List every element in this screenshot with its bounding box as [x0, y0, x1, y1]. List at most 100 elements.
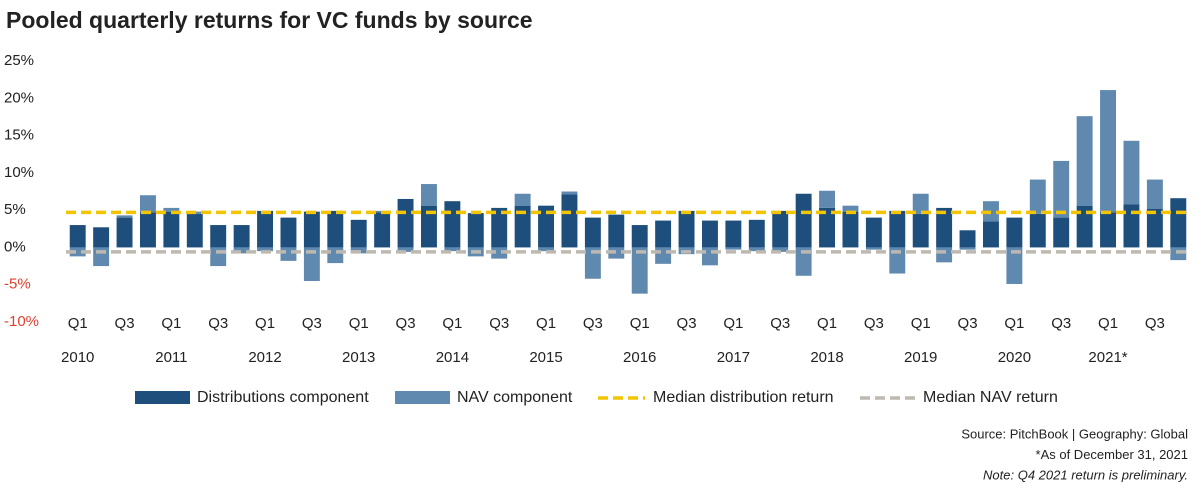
x-tick-label: Q1 [1098, 315, 1118, 332]
x-tick-label: Q3 [396, 315, 416, 332]
distribution-bar [350, 219, 367, 248]
nav-bar [608, 247, 625, 259]
x-tick-label: Q1 [817, 315, 837, 332]
y-tick-label: 20% [4, 89, 34, 106]
x-tick-label: Q3 [677, 315, 697, 332]
distribution-bar [467, 213, 484, 248]
nav-bar [139, 195, 156, 213]
nav-bar [303, 247, 320, 281]
nav-bar [795, 247, 812, 276]
nav-bar [69, 247, 86, 257]
distribution-bar [69, 225, 86, 248]
year-label: 2012 [248, 349, 281, 366]
distribution-bar [303, 211, 320, 248]
y-tick-label: 5% [4, 201, 26, 218]
nav-bar [233, 247, 250, 254]
year-label: 2013 [342, 349, 375, 366]
distribution-bar [327, 210, 344, 248]
nav-bar [631, 247, 648, 294]
nav-bar [936, 247, 953, 263]
legend-label: Median NAV return [923, 389, 1058, 406]
year-label: 2016 [623, 349, 656, 366]
distribution-bar [819, 207, 836, 248]
nav-bar [912, 193, 929, 214]
nav-bar [538, 247, 555, 252]
distribution-bar [1170, 198, 1187, 248]
x-tick-label: Q1 [723, 315, 743, 332]
nav-bar [1053, 160, 1070, 218]
distribution-bar [982, 221, 999, 248]
distribution-bar [584, 217, 601, 248]
nav-bar [865, 247, 882, 250]
y-tick-label: 25% [4, 52, 34, 69]
x-tick-label: Q1 [536, 315, 556, 332]
distribution-bar [936, 207, 953, 248]
y-tick-label: 10% [4, 164, 34, 181]
distribution-bar [116, 217, 133, 248]
year-label: 2015 [529, 349, 562, 366]
x-tick-label: Q3 [1051, 315, 1071, 332]
nav-bar [514, 193, 531, 206]
distribution-bar [795, 193, 812, 248]
y-tick-label: 15% [4, 127, 34, 144]
distribution-bar [257, 210, 274, 248]
distribution-bar [186, 213, 203, 248]
distribution-bar [655, 220, 672, 248]
x-tick-label: Q1 [161, 315, 181, 332]
distribution-bar [608, 214, 625, 248]
x-tick-label: Q1 [349, 315, 369, 332]
distribution-bar [444, 201, 461, 248]
x-tick-label: Q3 [302, 315, 322, 332]
x-tick-label: Q1 [442, 315, 462, 332]
nav-bar [444, 247, 461, 252]
distribution-bar [397, 198, 414, 248]
x-tick-label: Q1 [68, 315, 88, 332]
distribution-bar [514, 205, 531, 248]
distribution-bar [233, 225, 250, 248]
year-label: 2018 [810, 349, 843, 366]
nav-bar [257, 247, 274, 252]
nav-bar [397, 247, 414, 252]
legend-label: NAV component [457, 389, 573, 406]
nav-bar [889, 247, 906, 274]
distribution-bar [1123, 204, 1140, 248]
distribution-bar [959, 230, 976, 248]
x-tick-label: Q3 [958, 315, 978, 332]
y-tick-label: 0% [4, 238, 26, 255]
nav-bar [1170, 247, 1187, 261]
year-label: 2020 [998, 349, 1031, 366]
note: Source: PitchBook | Geography: Global [961, 426, 1188, 441]
distribution-bar [561, 194, 578, 248]
distribution-bar [491, 207, 508, 248]
nav-bar [163, 207, 180, 212]
x-tick-label: Q1 [911, 315, 931, 332]
legend-label: Distributions component [197, 389, 369, 406]
distribution-bar [420, 205, 437, 248]
nav-bar [842, 205, 859, 212]
note: *As of December 31, 2021 [1036, 447, 1188, 462]
distribution-bar [631, 225, 648, 248]
distribution-bar [842, 211, 859, 248]
distribution-bar [139, 212, 156, 248]
nav-bar [772, 247, 789, 252]
nav-bar [1076, 116, 1093, 206]
year-label: 2021* [1088, 349, 1127, 366]
nav-bar [1123, 140, 1140, 205]
distribution-bar [374, 212, 391, 248]
nav-bar [701, 247, 718, 266]
distribution-bar [1053, 217, 1070, 248]
distribution-bar [1006, 217, 1023, 248]
distribution-bar [210, 225, 227, 248]
x-tick-label: Q3 [770, 315, 790, 332]
distribution-bar [163, 211, 180, 248]
nav-bar [725, 247, 742, 250]
year-label: 2019 [904, 349, 937, 366]
y-tick-label: -5% [4, 276, 31, 293]
nav-bar [1146, 179, 1163, 209]
distribution-bar [912, 213, 929, 248]
year-label: 2017 [717, 349, 750, 366]
nav-bar [491, 247, 508, 259]
x-tick-label: Q3 [489, 315, 509, 332]
nav-bar [561, 191, 578, 195]
